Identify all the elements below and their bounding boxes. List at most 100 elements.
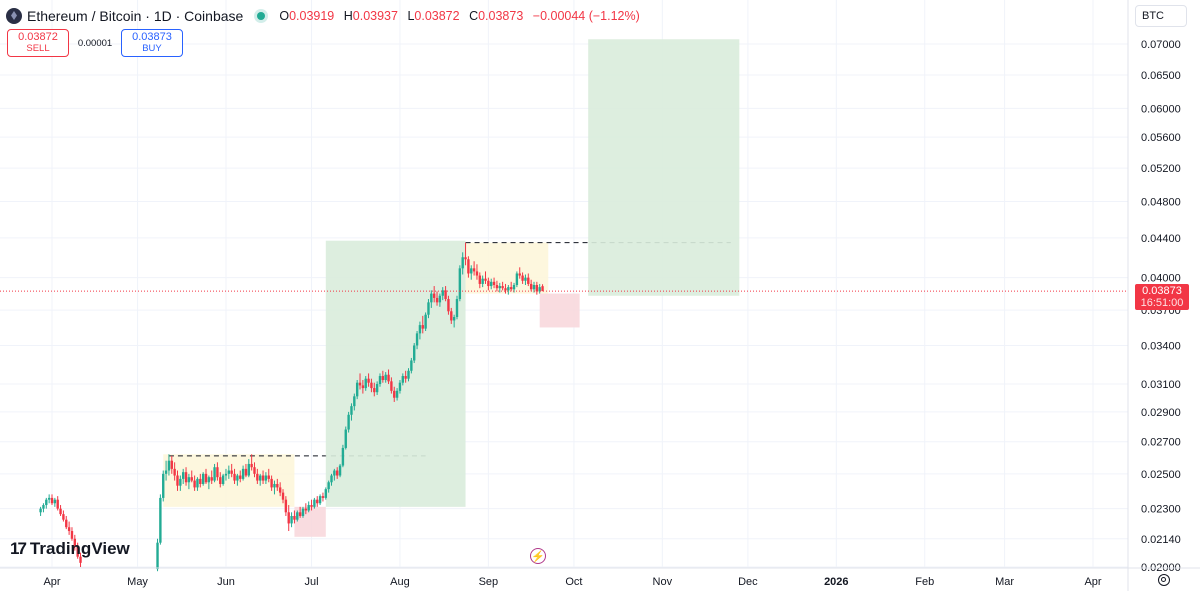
candle [241,465,245,481]
candle [67,521,71,535]
candle [239,470,242,483]
price-tick-label: 0.02140 [1141,534,1181,546]
candle [278,482,282,497]
candle-body [304,508,308,511]
candle [378,373,382,387]
candle [461,252,464,275]
candle [455,295,459,320]
candle-body [298,512,302,516]
candle-body [498,286,501,289]
time-axis[interactable]: Apr May Jun Jul Aug Sep Oct Nov Dec 2026 Feb Mar Apr [0,567,1200,588]
candle-body [415,333,419,346]
candle-body [373,388,376,393]
candle-body [358,382,362,386]
candle-body [509,287,513,290]
candle [347,411,350,433]
candle-body [164,470,168,474]
candle [458,265,462,302]
candle-body [162,473,165,498]
buy-button[interactable]: 0.03873 BUY [121,29,183,57]
candle [395,388,399,401]
candle-body [455,299,459,317]
candle-body [310,505,313,507]
candle [447,295,450,315]
market-status-icon[interactable] [257,12,266,20]
candle [384,372,387,383]
time-tick-label: Apr [43,576,60,588]
tradingview-logo[interactable]: 17 TradingView [10,539,130,559]
candle [201,472,205,486]
candle-body [524,277,527,281]
candle-body [361,385,365,389]
candle-body [187,477,191,483]
price-tick-label: 0.04800 [1141,197,1181,209]
drawing-annotations[interactable] [163,39,740,537]
buy-price: 0.03873 [132,31,172,43]
candle [244,463,248,478]
candle-body [261,475,265,481]
candle [313,497,316,509]
candle [361,380,365,394]
candle [370,378,373,393]
candle [307,501,310,513]
candle [196,477,199,491]
candle-body [529,283,533,290]
candle [387,369,390,385]
sell-button[interactable]: 0.03872 SELL [7,29,69,57]
currency-selector[interactable]: BTC [1135,5,1187,27]
target-zone-box [588,39,740,296]
stop-zone-box [539,293,580,328]
symbol-title[interactable]: Ethereum / Bitcoin · 1D · Coinbase [27,8,244,24]
candle-series [39,242,544,572]
candle-body [65,519,68,528]
candle [276,478,279,491]
candle [504,283,507,294]
candle-body [393,390,396,398]
sell-label: SELL [26,43,50,54]
tradingview-mark-icon: 17 [10,539,27,558]
candle [293,510,296,524]
candle [247,459,250,478]
target-zone-box [325,240,466,507]
candle [515,271,519,288]
candle [532,281,536,293]
price-tick-label: 0.02700 [1141,437,1181,449]
candle [410,357,413,374]
candle [393,386,396,402]
candle [478,272,482,289]
candle-body [381,376,385,381]
candle [264,472,268,484]
gear-icon[interactable] [1158,574,1170,586]
high-value: 0.03937 [352,9,398,23]
lightning-icon[interactable]: ⚡ [530,548,546,564]
candle-body [56,499,59,509]
candle-body [490,281,493,287]
open-label: O [279,9,290,23]
candle-body [364,378,367,389]
candle-body [247,463,250,476]
candle [316,496,319,507]
candle-body [224,473,228,476]
candle-body [227,470,231,474]
stop-zone-box [294,506,326,537]
candle [270,475,273,491]
candle-body [204,473,208,483]
candle [438,293,442,307]
open-value: 0.03919 [289,9,335,23]
candle [512,282,516,293]
candle-body [347,414,350,430]
price-tick-label: 0.02900 [1141,407,1181,419]
candle [221,473,225,486]
time-tick-label: Jul [305,576,319,588]
candle-body [47,497,51,500]
candle [176,470,179,491]
candle-body [253,467,256,474]
bar-countdown: 16:51:00 [1140,297,1184,309]
candle-body [370,382,373,389]
price-tick-label: 0.04400 [1141,233,1181,245]
candle [287,505,290,532]
candle [450,307,453,324]
candle [39,506,42,516]
candle-body [167,460,171,471]
